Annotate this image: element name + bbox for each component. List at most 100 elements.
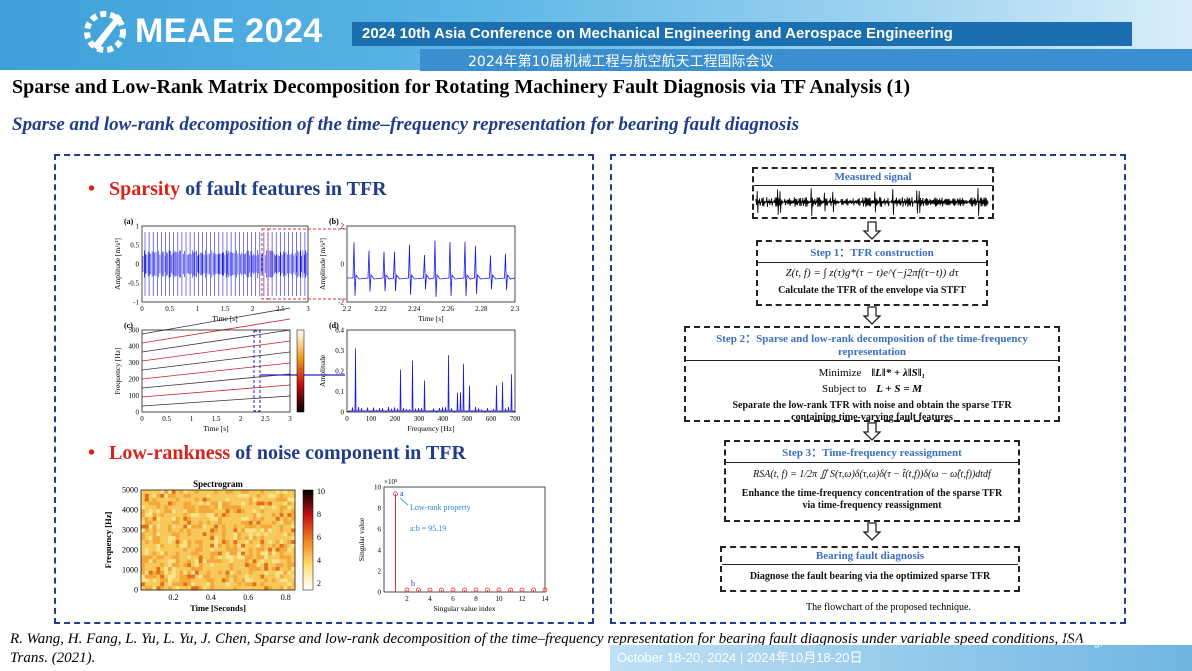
spectrogram-cell — [248, 520, 253, 525]
spectrogram-cell — [156, 540, 161, 545]
spectrogram-cell — [152, 520, 157, 525]
spectrogram-cell — [214, 551, 219, 556]
spectrogram-cell — [237, 524, 242, 529]
spectrogram-cell — [225, 497, 230, 502]
panel-label: (d) — [329, 321, 339, 330]
spectrogram-cell — [275, 532, 280, 537]
annotation-arrow — [399, 497, 409, 506]
y-tick-label: 6 — [378, 525, 382, 533]
spectrogram-cell — [241, 582, 246, 587]
spectrogram-cell — [175, 578, 180, 583]
y-tick-label: -1 — [133, 298, 139, 306]
spectrogram-cell — [167, 501, 173, 506]
spectrogram-cell — [214, 540, 219, 545]
spectrogram-cell — [164, 570, 169, 575]
spectrogram-cell — [287, 528, 292, 533]
spectrogram-cell — [148, 540, 153, 545]
spectrogram-cell — [206, 574, 211, 579]
spectrogram-cell — [206, 505, 211, 510]
spectrogram-cell — [248, 505, 253, 510]
spectrogram-cell — [152, 524, 157, 529]
spectrogram-cell — [194, 536, 200, 541]
spectrogram-cell — [252, 493, 257, 498]
spectrogram-cell — [237, 551, 242, 556]
plot-frame — [346, 329, 516, 413]
spectrogram-cell — [252, 582, 257, 587]
spectrogram-cell — [164, 559, 169, 564]
flow-box: Step 3：Time-frequency reassignment RSA(t… — [724, 440, 1020, 522]
spectrogram-cell — [268, 524, 273, 529]
spectrogram-cell — [141, 528, 146, 533]
spectrogram-cell — [187, 555, 192, 560]
spectrogram-cell — [260, 551, 265, 556]
spectrogram-cell — [252, 497, 257, 502]
spectrogram-cell — [248, 570, 253, 575]
spectrogram-cell — [291, 543, 296, 548]
colorbar-tick-label: 4 — [317, 556, 321, 565]
spectrogram-cell — [291, 574, 296, 579]
spectrogram-cell — [229, 520, 234, 525]
spectrogram-cell — [260, 516, 265, 522]
spectrogram-cell — [252, 547, 257, 552]
spectrogram-cell — [291, 563, 296, 568]
spectrogram-cell — [291, 493, 296, 498]
spectrogram-cell — [260, 505, 265, 510]
spectrogram-cell — [164, 520, 169, 525]
spectrogram-cell — [156, 566, 161, 572]
spectrogram-cell — [194, 524, 200, 529]
plot-title: Spectrogram — [193, 479, 243, 489]
spectrogram-cell — [287, 501, 292, 506]
spectrogram-cell — [179, 528, 184, 533]
spectrogram-cell — [144, 490, 149, 495]
spectrogram-cell — [171, 493, 176, 498]
spectrogram-cell — [241, 528, 246, 533]
spectrogram-cell — [167, 563, 173, 568]
spectrogram-cell — [291, 516, 296, 522]
spectrogram-cell — [167, 536, 173, 541]
spectrogram-cell — [214, 516, 219, 522]
spectrogram-cell — [156, 490, 161, 495]
spectrogram-cell — [241, 574, 246, 579]
spectrogram-cell — [179, 586, 184, 591]
spectrogram-cell — [271, 497, 277, 502]
x-tick-label: 0 — [345, 415, 349, 423]
spectrogram-cell — [141, 570, 146, 575]
spectrogram-cell — [183, 493, 188, 498]
spectrogram-cell — [152, 586, 157, 591]
spectrogram-cell — [206, 524, 211, 529]
spectrogram-cell — [171, 563, 176, 568]
spectrogram-cell — [256, 551, 261, 556]
spectrogram-cell — [275, 578, 280, 583]
spectrogram-cell — [171, 540, 176, 545]
flow-text: Diagnose the fault bearing via the optim… — [749, 571, 991, 582]
spectrogram-cell — [194, 574, 200, 579]
spectrogram-cell — [268, 582, 273, 587]
spectrogram-cell — [206, 582, 211, 587]
spectrogram-cell — [164, 551, 169, 556]
spectrogram-cell — [279, 570, 284, 575]
x-tick-label: 14 — [542, 595, 550, 603]
spectrogram-cell — [244, 563, 250, 568]
spectrogram-cell — [179, 574, 184, 579]
tfr-ridge — [141, 395, 291, 407]
x-tick-label: 1 — [190, 415, 194, 423]
spectrogram-cell — [241, 524, 246, 529]
spectrogram-cell — [141, 540, 146, 545]
spectrogram-cell — [268, 536, 273, 541]
spectrogram-cell — [291, 524, 296, 529]
spectrogram-cell — [191, 555, 196, 560]
spectrogram-cell — [171, 505, 176, 510]
spectrogram-cell — [152, 516, 157, 522]
spectrogram-cell — [160, 563, 165, 568]
spectrogram-cell — [229, 532, 234, 537]
spectrogram-cell — [171, 570, 176, 575]
spectrogram-cell — [233, 532, 238, 537]
spectrogram-cell — [248, 524, 253, 529]
spectrogram-cell — [175, 509, 180, 514]
spectrogram-cell — [191, 505, 196, 510]
spectrogram-cell — [210, 536, 215, 541]
spectrogram-cell — [152, 570, 157, 575]
spectrogram-cell — [275, 574, 280, 579]
spectrogram-cell — [218, 547, 223, 552]
spectrogram-cell — [214, 563, 219, 568]
